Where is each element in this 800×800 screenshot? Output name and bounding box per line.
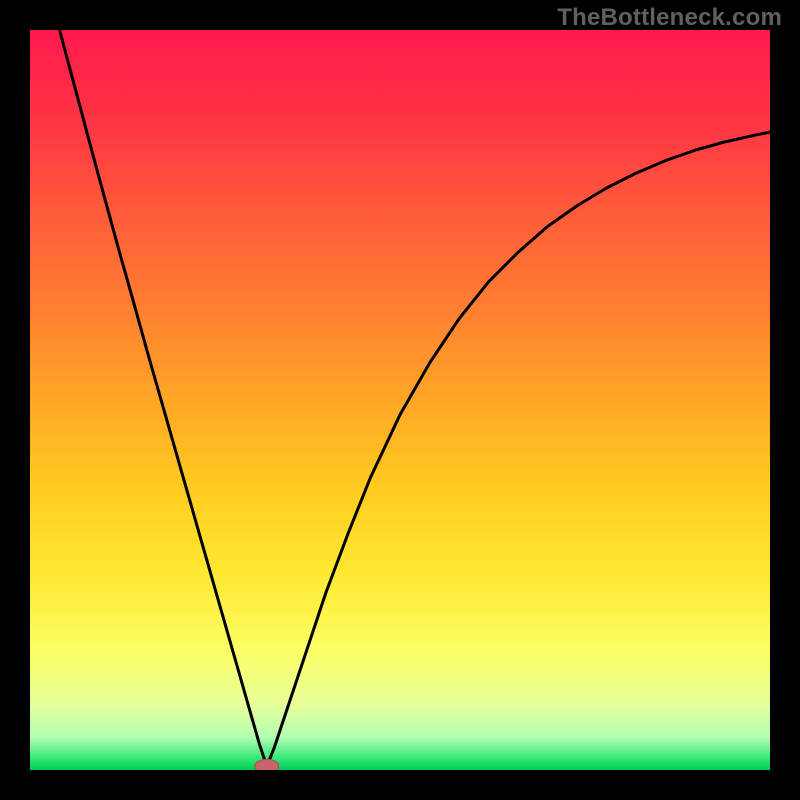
chart-container: TheBottleneck.com [0,0,800,800]
plot-background [30,30,770,770]
border-right [770,0,800,800]
border-left [0,0,30,800]
border-bottom [0,770,800,800]
bottleneck-chart [0,0,800,800]
watermark-text: TheBottleneck.com [557,4,782,32]
